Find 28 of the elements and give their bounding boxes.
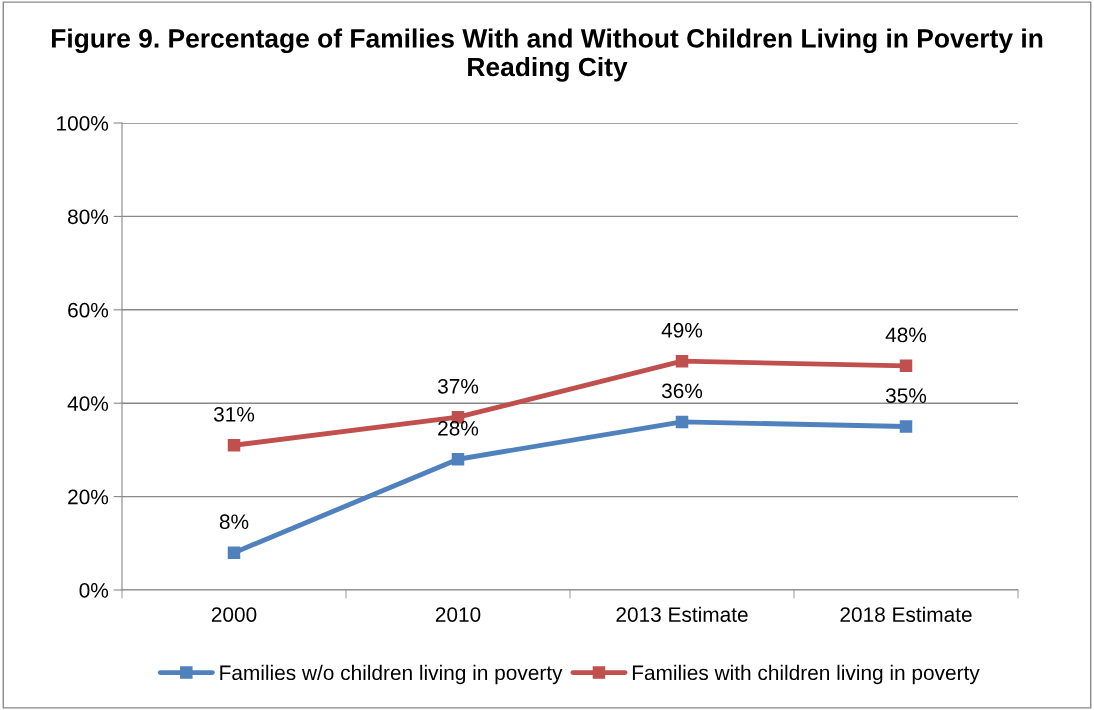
y-tick-label: 100% <box>57 116 109 131</box>
point <box>227 438 241 452</box>
y-tick-label: 80% <box>68 209 109 225</box>
legend-label: Families with children living in poverty <box>632 664 980 685</box>
point <box>675 415 689 429</box>
legend-label: Families w/o children living in poverty <box>220 664 563 685</box>
data-label: 49% <box>661 322 703 338</box>
point <box>227 546 241 559</box>
point <box>899 359 913 373</box>
point <box>675 354 689 368</box>
data-label: 8% <box>219 514 249 530</box>
data-label: 36% <box>661 383 703 399</box>
x-tick-label: 2010 <box>435 607 481 622</box>
x-tick-label: 2018 Estimate <box>840 606 972 622</box>
x-tick-label: 2000 <box>211 607 257 622</box>
point <box>899 420 913 433</box>
y-tick-label: 0% <box>79 583 109 598</box>
x-tick-label: 2013 Estimate <box>616 606 748 622</box>
data-label: 37% <box>437 378 479 394</box>
data-label: 35% <box>885 388 927 403</box>
data-label: 31% <box>213 406 255 422</box>
point <box>451 452 465 466</box>
data-label: 28% <box>438 420 479 436</box>
y-tick-label: 60% <box>68 302 109 318</box>
y-tick-label: 20% <box>68 489 109 505</box>
chart-title: Figure 9. Percentage of Families With and Without Children Living in Poverty in Reading City <box>51 28 1043 82</box>
y-tick-label: 40% <box>67 396 109 411</box>
data-label: 48% <box>885 327 927 343</box>
